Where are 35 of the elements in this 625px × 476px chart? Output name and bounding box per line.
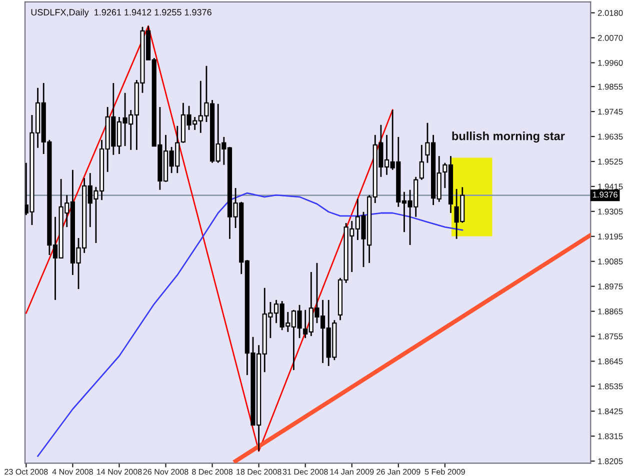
- y-tick-label: 1.9745: [598, 108, 623, 115]
- y-tick-label: 1.8645: [598, 358, 623, 364]
- x-tick-label: 14 Jan 2009: [330, 468, 374, 475]
- annotation: bullish morning star: [452, 132, 565, 143]
- line-series: [37, 192, 464, 457]
- y-tick-label: 1.8425: [598, 408, 623, 414]
- x-tick-label: 5 Feb 2009: [424, 468, 465, 475]
- x-tick-label: 26 Jan 2009: [376, 468, 420, 475]
- y-tick-label: 1.9415: [598, 184, 623, 190]
- y-tick-label: 1.9085: [598, 258, 623, 264]
- x-tick-label: 18 Dec 2008: [236, 468, 282, 475]
- y-tick-label: 1.8205: [598, 458, 623, 464]
- y-tick-label: 1.9195: [598, 234, 623, 240]
- x-tick-label: 4 Nov 2008: [52, 468, 93, 475]
- candlestick: [419, 144, 424, 181]
- y-tick-label: 1.8975: [598, 284, 623, 290]
- y-tick-label: 2.0180: [598, 10, 623, 16]
- y-tick-label: 1.9635: [598, 134, 623, 140]
- y-tick-label: 1.9960: [598, 60, 623, 66]
- x-tick-label: 26 Nov 2008: [143, 468, 188, 475]
- y-tick-label: 2.0070: [598, 34, 623, 41]
- y-tick-label: 1.8535: [598, 383, 623, 390]
- x-tick-label: 8 Dec 2008: [192, 468, 233, 475]
- text: USDLFX,Daily 1.9261 1.9412 1.9255 1.9376: [31, 8, 212, 18]
- x-tick-label: 14 Nov 2008: [96, 468, 142, 475]
- line-series: [25, 25, 394, 452]
- y-tick-label: 1.9305: [598, 208, 623, 215]
- y-tick-label: 1.9525: [598, 158, 623, 165]
- x-tick-label: 31 Dec 2008: [282, 468, 328, 475]
- y-tick-label: 1.8315: [598, 433, 623, 440]
- y-tick-label: 1.8865: [598, 308, 623, 314]
- ref-line-label: 1.9376: [592, 192, 618, 198]
- y-tick-label: 1.9855: [598, 84, 623, 90]
- y-tick-label: 1.8755: [598, 333, 623, 340]
- x-tick-label: 23 Oct 2008: [4, 468, 48, 475]
